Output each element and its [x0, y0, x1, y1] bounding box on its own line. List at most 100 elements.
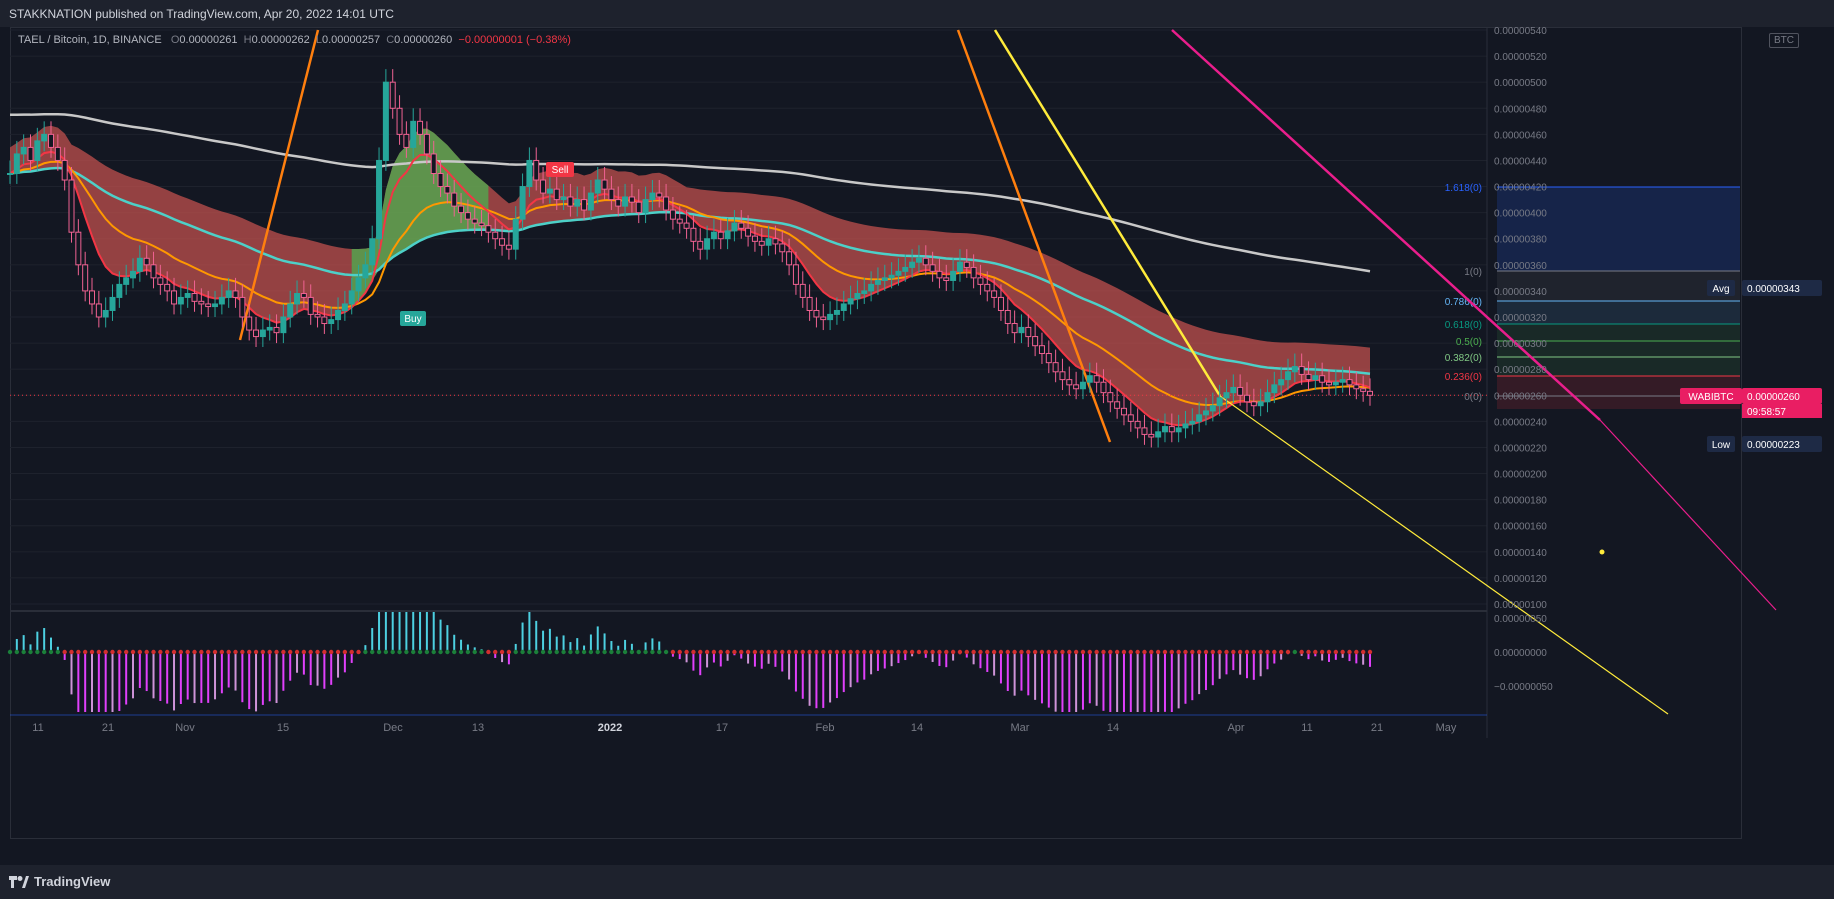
candle-body — [888, 274, 895, 279]
candle-body — [1319, 375, 1326, 383]
candle-body — [150, 264, 157, 279]
squeeze-dot — [821, 649, 826, 655]
candle-body — [642, 199, 649, 214]
price-label-box — [1742, 388, 1822, 404]
candle-body — [341, 303, 348, 311]
candle-body — [704, 238, 711, 250]
candle-body — [478, 222, 485, 227]
time-axis: 11 21 Nov 15 Dec 13 2022 17 Feb 14 Mar 14 Apr 11 21 May — [32, 722, 1457, 734]
candle-body — [212, 303, 219, 308]
squeeze-dot — [1094, 649, 1099, 655]
squeeze-dot — [1128, 649, 1134, 655]
candle-body — [560, 196, 567, 201]
candle-body — [444, 186, 451, 194]
squeeze-dot — [595, 649, 600, 655]
squeeze-dot — [1039, 649, 1045, 655]
fib-level-label: 0(0) — [1464, 392, 1482, 403]
candle-body — [635, 201, 642, 214]
squeeze-dot — [301, 649, 307, 655]
candle-body — [218, 296, 225, 305]
squeeze-dot — [814, 649, 819, 655]
candle-body — [717, 231, 724, 240]
squeeze-dot — [308, 649, 313, 655]
candle-body — [1141, 427, 1148, 435]
squeeze-dot — [1053, 649, 1058, 655]
legend-open-label: O — [170, 34, 180, 46]
candle-body — [123, 277, 130, 285]
candle-body — [984, 283, 991, 292]
oscillator-tick-label: 0.00000000 — [1494, 648, 1547, 659]
squeeze-dot — [643, 649, 648, 655]
candle-body — [608, 188, 615, 201]
candle-body — [1059, 371, 1066, 381]
squeeze-dot — [1121, 649, 1127, 655]
candle-body — [335, 309, 342, 321]
candle-body — [997, 296, 1004, 311]
candle-body — [1271, 384, 1278, 394]
price-label-value: 0.00000260 — [1747, 392, 1800, 403]
squeeze-dot — [1155, 649, 1161, 655]
squeeze-dot — [875, 649, 881, 655]
squeeze-dot — [1019, 649, 1024, 655]
candle-body — [745, 227, 752, 237]
squeeze-dot — [848, 649, 853, 655]
squeeze-dot — [14, 649, 20, 655]
squeeze-dot — [759, 649, 764, 655]
squeeze-dot — [1258, 649, 1263, 655]
countdown-box — [1742, 404, 1822, 418]
candle-body — [1100, 381, 1107, 394]
squeeze-dot — [1162, 649, 1168, 655]
squeeze-dot — [1306, 649, 1311, 655]
squeeze-dot — [1367, 649, 1373, 655]
squeeze-dot — [1340, 649, 1345, 655]
candle-body — [656, 192, 663, 198]
candle-body — [1346, 379, 1353, 386]
candle-body — [799, 283, 806, 298]
squeeze-dot — [711, 649, 717, 655]
squeeze-dot — [752, 649, 758, 655]
candle-body — [929, 264, 936, 272]
squeeze-dot — [1292, 649, 1298, 655]
time-tick-label: Mar — [1011, 722, 1030, 734]
fib-level-label: 0.236(0) — [1445, 372, 1482, 383]
candle-body — [854, 293, 861, 300]
candle-body — [1284, 371, 1291, 381]
squeeze-dot — [609, 649, 614, 655]
price-tick-label: 0.00000400 — [1494, 209, 1547, 220]
squeeze-dot — [240, 649, 245, 655]
squeeze-dot — [506, 649, 512, 655]
ma-55-line — [9, 166, 1371, 375]
candle-body — [676, 218, 683, 224]
squeeze-dot — [800, 649, 805, 655]
squeeze-dot — [1360, 649, 1366, 655]
currency-badge[interactable]: BTC — [1769, 33, 1799, 48]
price-tick-label: 0.00000220 — [1494, 443, 1547, 454]
candle-body — [430, 153, 437, 175]
candle-body — [48, 133, 55, 148]
price-label-name: Avg — [1712, 284, 1729, 295]
candle-body — [423, 133, 430, 155]
candle-body — [956, 261, 963, 272]
trend-line-yellow — [993, 29, 1222, 397]
fib-level-label: 0.786(0) — [1445, 297, 1482, 308]
candle-body — [1291, 366, 1298, 373]
buy-signal-label: Buy — [404, 314, 421, 325]
squeeze-dot — [691, 649, 696, 655]
candle-body — [382, 81, 389, 161]
candle-body — [970, 266, 977, 279]
squeeze-dot — [773, 649, 778, 655]
candle-body — [881, 277, 888, 281]
squeeze-dot — [171, 649, 177, 655]
squeeze-dot — [1060, 649, 1065, 655]
squeeze-dot — [903, 649, 908, 655]
trend-line-magenta — [1171, 29, 1601, 421]
candle-body — [587, 192, 594, 211]
candle-body — [485, 225, 492, 233]
candle-body — [526, 159, 533, 188]
candle-body — [1189, 420, 1196, 425]
time-tick-label: 15 — [277, 722, 289, 734]
squeeze-dot — [329, 649, 334, 655]
candle-body — [232, 290, 239, 298]
squeeze-dot — [390, 649, 395, 655]
